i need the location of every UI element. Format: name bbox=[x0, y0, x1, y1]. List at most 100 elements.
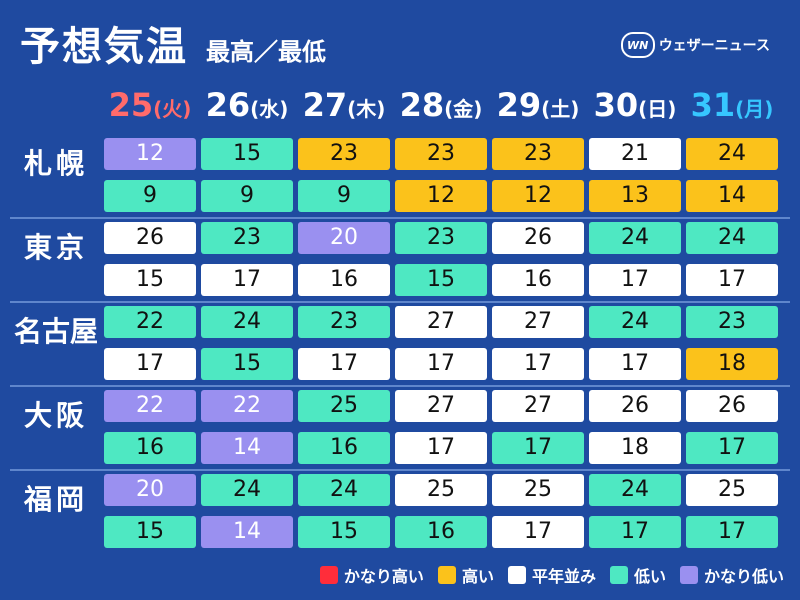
low-temp-cell: 18 bbox=[589, 432, 681, 464]
low-temp-cell: 16 bbox=[298, 264, 390, 296]
high-temp-cell: 12 bbox=[104, 138, 196, 170]
low-temp-cell: 17 bbox=[298, 348, 390, 380]
day-number: 26 bbox=[205, 86, 251, 124]
high-temp-cell: 25 bbox=[686, 474, 778, 506]
day-number: 25 bbox=[108, 86, 154, 124]
low-temp-cell: 17 bbox=[492, 516, 584, 548]
legend-swatch-icon bbox=[609, 566, 628, 584]
high-temp-cell: 23 bbox=[298, 138, 390, 170]
high-temp-cell: 27 bbox=[492, 390, 584, 422]
low-temp-cell: 17 bbox=[589, 516, 681, 548]
legend-item: かなり低い bbox=[679, 563, 784, 587]
high-temp-cell: 23 bbox=[492, 138, 584, 170]
high-temp-cell: 24 bbox=[201, 306, 293, 338]
day-header: 29(土) bbox=[492, 86, 584, 124]
day-header: 26(水) bbox=[201, 86, 293, 124]
high-temp-cell: 23 bbox=[298, 306, 390, 338]
day-header: 31(月) bbox=[686, 86, 778, 124]
low-temp-cell: 13 bbox=[589, 180, 681, 212]
legend-label: かなり高い bbox=[343, 567, 424, 586]
city-block: 名古屋 22 24 23 27 27 24 23 17 15 17 17 17 17 18 bbox=[0, 306, 800, 390]
low-temp-cell: 14 bbox=[201, 432, 293, 464]
row-divider bbox=[10, 217, 790, 219]
high-temp-cell: 26 bbox=[104, 222, 196, 254]
city-block: 札幌 12 15 23 23 23 21 24 9 9 9 12 12 13 14 bbox=[0, 138, 800, 222]
low-temp-cell: 17 bbox=[104, 348, 196, 380]
high-temp-cell: 21 bbox=[589, 138, 681, 170]
weekday-label: (土) bbox=[541, 97, 580, 121]
low-temp-cell: 17 bbox=[686, 516, 778, 548]
legend-label: 低い bbox=[633, 567, 666, 586]
legend-swatch-icon bbox=[507, 566, 526, 584]
high-temp-cell: 25 bbox=[395, 474, 487, 506]
low-temp-cell: 16 bbox=[395, 516, 487, 548]
legend-label: かなり低い bbox=[703, 567, 784, 586]
high-temp-cell: 24 bbox=[201, 474, 293, 506]
weekday-label: (金) bbox=[444, 97, 483, 121]
page-subtitle: 最高／最低 bbox=[206, 38, 326, 66]
row-divider bbox=[10, 469, 790, 471]
low-temp-cell: 16 bbox=[298, 432, 390, 464]
high-temp-cell: 27 bbox=[492, 306, 584, 338]
day-header: 28(金) bbox=[395, 86, 487, 124]
high-temp-cell: 23 bbox=[201, 222, 293, 254]
low-temp-cell: 17 bbox=[589, 348, 681, 380]
low-temp-cell: 12 bbox=[492, 180, 584, 212]
legend-item: 高い bbox=[437, 563, 494, 587]
high-temp-cell: 26 bbox=[589, 390, 681, 422]
low-temp-cell: 16 bbox=[492, 264, 584, 296]
high-temp-cell: 20 bbox=[298, 222, 390, 254]
high-temp-cell: 25 bbox=[492, 474, 584, 506]
high-temp-cell: 26 bbox=[492, 222, 584, 254]
high-temp-cell: 24 bbox=[589, 306, 681, 338]
city-name: 名古屋 bbox=[14, 315, 99, 348]
low-temp-cell: 17 bbox=[201, 264, 293, 296]
day-header: 30(日) bbox=[589, 86, 681, 124]
high-temp-cell: 23 bbox=[395, 138, 487, 170]
city-name: 札幌 bbox=[23, 147, 88, 180]
city-block: 大阪 22 22 25 27 27 26 26 16 14 16 17 17 18 17 bbox=[0, 390, 800, 474]
high-temp-cell: 24 bbox=[589, 222, 681, 254]
city-name: 東京 bbox=[23, 231, 88, 264]
day-number: 27 bbox=[302, 86, 348, 124]
low-temp-cell: 15 bbox=[395, 264, 487, 296]
high-temp-cell: 22 bbox=[104, 306, 196, 338]
weekday-label: (水) bbox=[250, 97, 289, 121]
title-row: 予想気温 最高／最低 bbox=[20, 14, 326, 70]
weekday-label: (月) bbox=[735, 97, 774, 121]
high-temp-cell: 20 bbox=[104, 474, 196, 506]
low-temp-cell: 14 bbox=[686, 180, 778, 212]
low-temp-cell: 17 bbox=[686, 432, 778, 464]
legend-item: 低い bbox=[609, 563, 666, 587]
city-block: 東京 26 23 20 23 26 24 24 15 17 16 15 16 17 17 bbox=[0, 222, 800, 306]
low-temp-cell: 18 bbox=[686, 348, 778, 380]
date-header: 25(火) 26(水) 27(木) 28(金) 29(土) 30(日) 31(月) bbox=[104, 86, 784, 130]
low-temp-cell: 15 bbox=[104, 264, 196, 296]
day-number: 28 bbox=[399, 86, 445, 124]
legend: かなり高い 高い 平年並み 低い かなり低い bbox=[306, 560, 784, 590]
day-number: 31 bbox=[690, 86, 736, 124]
high-temp-cell: 23 bbox=[395, 222, 487, 254]
high-temp-cell: 23 bbox=[686, 306, 778, 338]
weekday-label: (日) bbox=[638, 97, 677, 121]
high-temp-cell: 26 bbox=[686, 390, 778, 422]
day-number: 30 bbox=[593, 86, 639, 124]
low-temp-cell: 17 bbox=[395, 348, 487, 380]
low-temp-cell: 15 bbox=[104, 516, 196, 548]
row-divider bbox=[10, 301, 790, 303]
high-temp-cell: 24 bbox=[686, 138, 778, 170]
high-temp-cell: 27 bbox=[395, 390, 487, 422]
brand-name: ウェザーニュース bbox=[658, 38, 770, 54]
day-header: 25(火) bbox=[104, 86, 196, 124]
high-temp-cell: 24 bbox=[298, 474, 390, 506]
low-temp-cell: 9 bbox=[201, 180, 293, 212]
low-temp-cell: 17 bbox=[492, 432, 584, 464]
legend-swatch-icon bbox=[437, 566, 456, 584]
city-name: 福岡 bbox=[23, 483, 88, 516]
city-block: 福岡 20 24 24 25 25 24 25 15 14 15 16 17 17 17 bbox=[0, 474, 800, 558]
low-temp-cell: 15 bbox=[298, 516, 390, 548]
high-temp-cell: 24 bbox=[686, 222, 778, 254]
low-temp-cell: 16 bbox=[104, 432, 196, 464]
legend-item: かなり高い bbox=[319, 563, 424, 587]
low-temp-cell: 15 bbox=[201, 348, 293, 380]
